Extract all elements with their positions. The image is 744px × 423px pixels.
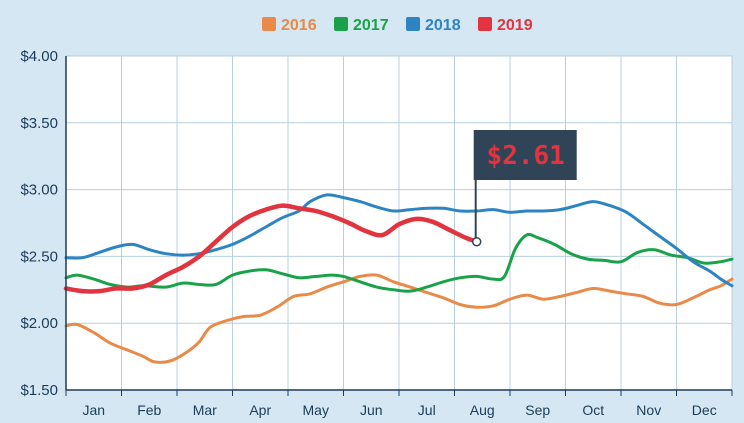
x-tick-label: Jul [418,402,436,418]
y-tick-label: $3.00 [20,182,58,199]
x-tick-label: Oct [582,402,604,418]
legend: 2016 2017 2018 2019 [262,17,533,34]
x-tick-label: May [303,402,329,418]
callout-marker [471,236,482,247]
legend-label-2019: 2019 [497,17,533,34]
legend-swatch-2017 [334,17,348,31]
series-layer [63,193,734,364]
series-line-2018 [64,193,734,288]
x-tick-label: Feb [137,402,161,418]
axis-layer: $1.50 $2.00 $2.50 $3.00 $3.50 $4.00 Jan Feb Mar A… [20,48,733,418]
price-callout: $2.61 [471,130,577,247]
x-tick-label: Sep [525,402,550,418]
series-line-2017 [64,232,734,293]
callout-flag [473,130,577,180]
legend-swatch-2016 [262,17,276,31]
series-line-2016 [64,273,734,364]
x-tick-label: Nov [636,402,661,418]
x-tick-label: Aug [470,402,495,418]
x-tick-label: Jun [360,402,383,418]
y-tick-label: $2.50 [20,248,58,265]
x-tick-label: Jan [82,402,105,418]
x-tick-label: Dec [692,402,717,418]
series-line-2019 [63,203,479,294]
legend-swatch-2018 [406,17,420,31]
legend-label-2016: 2016 [281,17,317,34]
callout-value: $2.61 [487,141,565,171]
x-tick-label: Mar [193,402,217,418]
legend-label-2017: 2017 [353,17,389,34]
y-tick-label: $3.50 [20,115,58,132]
x-tick-label: Apr [249,402,271,418]
y-tick-label: $4.00 [20,48,58,65]
legend-swatch-2019 [478,17,492,31]
y-tick-label: $2.00 [20,315,58,332]
legend-label-2018: 2018 [425,17,461,34]
y-tick-label: $1.50 [20,382,58,399]
